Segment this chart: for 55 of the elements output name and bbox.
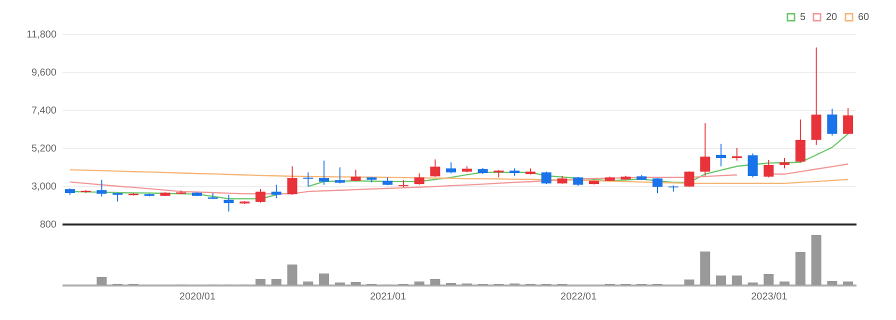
bar	[303, 282, 314, 285]
candlestick	[541, 171, 552, 185]
y-tick-label: 3,000	[31, 182, 57, 192]
bar	[827, 281, 838, 285]
x-tick-label: 2023/01	[751, 292, 788, 302]
legend-label: 5	[800, 12, 806, 24]
candlestick	[271, 184, 282, 199]
bar	[287, 264, 298, 285]
legend-label: 20	[826, 12, 838, 24]
candlestick	[446, 162, 456, 174]
bar	[256, 279, 266, 285]
candlestick	[287, 166, 298, 196]
bar	[271, 279, 282, 285]
x-tick-label: 2022/01	[560, 292, 598, 302]
bar	[811, 235, 822, 285]
candlestick	[684, 170, 694, 188]
x-tick-label: 2021/01	[370, 292, 407, 302]
bar	[764, 274, 774, 285]
candlestick	[224, 194, 234, 212]
candlestick	[843, 108, 854, 135]
x-tick-label: 2020/01	[179, 292, 216, 302]
candlestick	[795, 119, 806, 163]
y-tick-label: 7,400	[31, 106, 57, 116]
candlestick	[303, 172, 314, 188]
candlestick	[652, 178, 662, 194]
candlestick	[748, 152, 758, 178]
candlestick	[256, 188, 266, 204]
bar	[700, 252, 710, 285]
bar	[716, 276, 726, 285]
candlestick	[430, 158, 440, 178]
bar	[732, 276, 742, 285]
bar	[843, 282, 854, 285]
legend-label: 60	[858, 12, 870, 24]
bar	[350, 282, 361, 285]
y-tick-label: 9,600	[31, 68, 57, 78]
y-tick-label: 5,200	[31, 144, 57, 154]
y-tick-label: 800	[40, 220, 57, 230]
candlestick	[764, 159, 774, 178]
bar	[430, 279, 440, 285]
candlestick	[319, 160, 330, 186]
bar	[684, 280, 694, 285]
candlestick	[716, 143, 726, 167]
candlestick	[398, 180, 408, 188]
candlestick	[96, 179, 107, 198]
y-tick-label: 11,800	[26, 30, 57, 40]
candlestick	[700, 122, 710, 176]
candlestick	[334, 166, 345, 184]
bar	[96, 277, 107, 285]
candlestick	[827, 108, 838, 136]
bar	[780, 282, 790, 285]
bar	[319, 274, 330, 285]
bar	[414, 282, 424, 285]
bar	[795, 252, 806, 285]
candlestick	[414, 172, 424, 186]
candlestick	[780, 158, 790, 169]
